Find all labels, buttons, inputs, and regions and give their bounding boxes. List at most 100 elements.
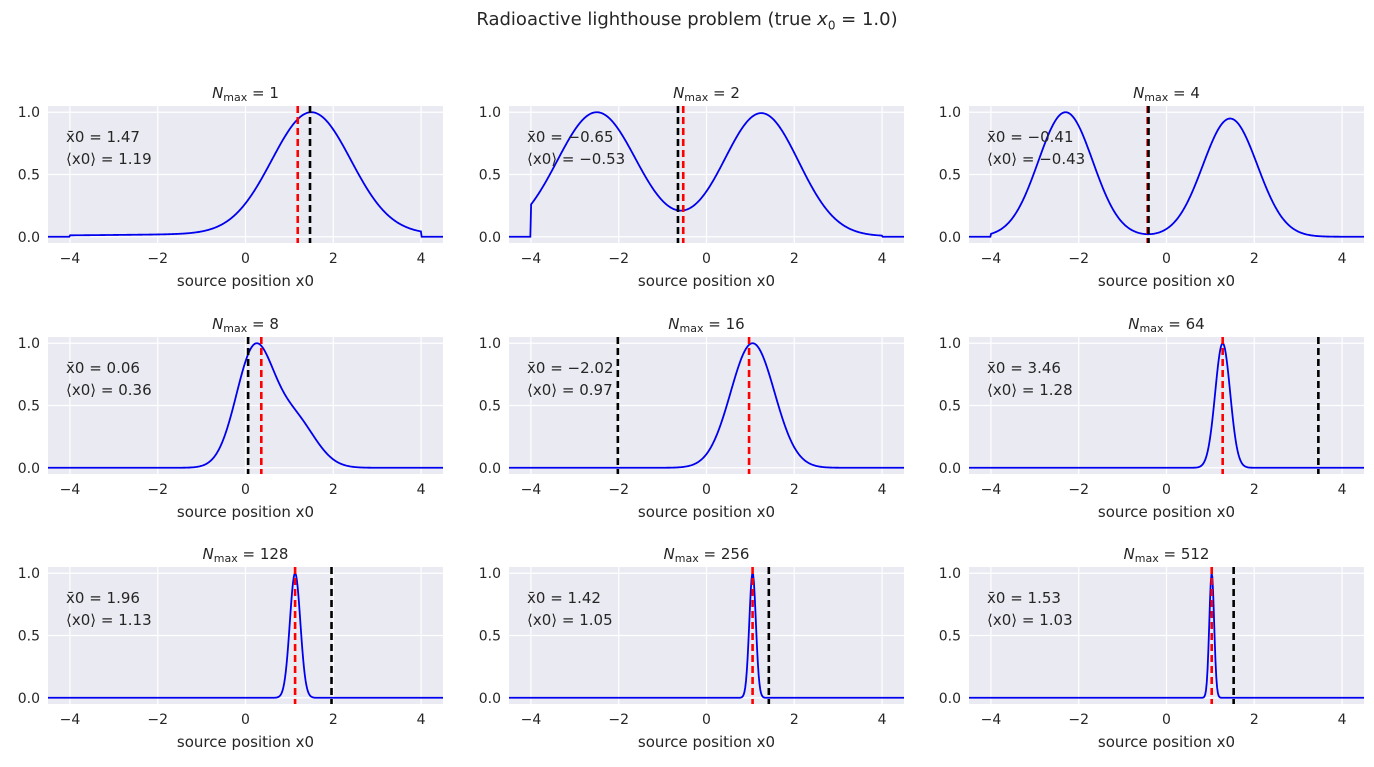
posterior-mean-annotation: ⟨x0⟩ = 1.19 bbox=[66, 150, 152, 168]
x-tick-label: −4 bbox=[981, 712, 1002, 728]
sample-mean-annotation: x̄0 = 3.46 bbox=[987, 359, 1061, 377]
x-tick-label: 4 bbox=[878, 712, 887, 728]
panel-title-var: N bbox=[673, 84, 684, 102]
x-tick-label: 2 bbox=[1250, 712, 1259, 728]
x-tick-label: 4 bbox=[417, 712, 426, 728]
y-tick-label: 0.0 bbox=[18, 691, 40, 707]
x-axis-label: source position x0 bbox=[177, 272, 314, 290]
y-tick-label: 1.0 bbox=[479, 336, 501, 352]
panel-title-eq: = 256 bbox=[699, 545, 750, 563]
panel-title-var: N bbox=[664, 545, 675, 563]
panel-8: −4 −2 0 2 4 0.0 0.5 1.0 x̄0 = 0.06 ⟨x0⟩ = 0.36 Nma… bbox=[18, 315, 443, 521]
x-tick-label: −4 bbox=[521, 482, 542, 498]
y-tick-label: 1.0 bbox=[18, 566, 40, 582]
panel-title-eq: = 1 bbox=[247, 84, 279, 102]
figure-title-text: Radioactive lighthouse problem (true bbox=[476, 9, 818, 30]
x-tick-label: 2 bbox=[790, 712, 799, 728]
panel-title-var: N bbox=[212, 315, 223, 333]
x-tick-label: 4 bbox=[417, 482, 426, 498]
x-tick-label: −4 bbox=[981, 482, 1002, 498]
y-tick-label: 0.0 bbox=[939, 230, 961, 246]
panel-title: Nmax = 64 bbox=[1128, 315, 1204, 335]
panel-title-sub: max bbox=[1144, 91, 1168, 104]
panel-title: Nmax = 128 bbox=[203, 545, 289, 565]
panel-4: −4 −2 0 2 4 0.0 0.5 1.0 x̄0 = −0.41 ⟨x0⟩ = −0.43 N… bbox=[939, 84, 1364, 290]
posterior-curve bbox=[509, 111, 904, 238]
x-axis-label: source position x0 bbox=[1098, 503, 1235, 521]
x-tick-label: −2 bbox=[147, 712, 168, 728]
y-tick-label: 0.5 bbox=[939, 168, 961, 184]
posterior-curve bbox=[969, 573, 1364, 699]
x-tick-label: 0 bbox=[702, 712, 711, 728]
panel-title: Nmax = 16 bbox=[668, 315, 744, 335]
x-axis-label: source position x0 bbox=[177, 733, 314, 751]
y-tick-label: 1.0 bbox=[18, 105, 40, 121]
y-tick-label: 0.0 bbox=[939, 691, 961, 707]
sample-mean-annotation: x̄0 = −0.41 bbox=[987, 128, 1074, 146]
x-tick-label: −2 bbox=[608, 712, 629, 728]
panel-title-sub: max bbox=[675, 552, 699, 565]
panel-16: −4 −2 0 2 4 0.0 0.5 1.0 x̄0 = −2.02 ⟨x0⟩ = 0.97 Nm… bbox=[479, 315, 904, 521]
panel-title-eq: = 8 bbox=[247, 315, 279, 333]
panel-1: −4 −2 0 2 4 0.0 0.5 1.0 x̄0 = 1.47 ⟨x0⟩ = 1.19 Nma… bbox=[18, 84, 443, 290]
x-tick-label: 2 bbox=[1250, 251, 1259, 267]
panel-title-sub: max bbox=[223, 91, 247, 104]
y-tick-label: 0.0 bbox=[479, 230, 501, 246]
panel-title-eq: = 16 bbox=[704, 315, 745, 333]
panel-2: −4 −2 0 2 4 0.0 0.5 1.0 x̄0 = −0.65 ⟨x0⟩ = −0.53 N… bbox=[479, 84, 904, 290]
x-tick-label: 2 bbox=[329, 482, 338, 498]
y-tick-label: 0.5 bbox=[479, 629, 501, 645]
x-tick-label: −4 bbox=[60, 712, 81, 728]
x-tick-label: −4 bbox=[60, 482, 81, 498]
posterior-mean-annotation: ⟨x0⟩ = 0.97 bbox=[527, 381, 613, 399]
posterior-curve bbox=[48, 571, 443, 699]
y-tick-label: 0.5 bbox=[479, 399, 501, 415]
x-tick-label: −4 bbox=[60, 251, 81, 267]
x-axis-label: source position x0 bbox=[638, 503, 775, 521]
x-tick-label: 2 bbox=[790, 251, 799, 267]
y-tick-label: 1.0 bbox=[939, 336, 961, 352]
sample-mean-annotation: x̄0 = 1.53 bbox=[987, 589, 1061, 607]
posterior-curve bbox=[509, 570, 904, 699]
x-tick-label: 0 bbox=[1162, 251, 1171, 267]
x-tick-label: −2 bbox=[147, 482, 168, 498]
figure-title-eq: = 1.0) bbox=[835, 9, 898, 30]
x-tick-label: 4 bbox=[1338, 251, 1347, 267]
y-tick-label: 0.5 bbox=[18, 168, 40, 184]
x-tick-label: −2 bbox=[608, 251, 629, 267]
panel-title-eq: = 128 bbox=[238, 545, 289, 563]
x-tick-label: −4 bbox=[981, 251, 1002, 267]
x-tick-label: 2 bbox=[329, 712, 338, 728]
x-axis-label: source position x0 bbox=[638, 272, 775, 290]
x-tick-label: −4 bbox=[521, 251, 542, 267]
panel-title: Nmax = 4 bbox=[1133, 84, 1200, 104]
panel-title: Nmax = 1 bbox=[212, 84, 279, 104]
posterior-curve bbox=[509, 342, 904, 469]
x-axis-label: source position x0 bbox=[1098, 272, 1235, 290]
x-axis-label: source position x0 bbox=[177, 503, 314, 521]
panel-title: Nmax = 8 bbox=[212, 315, 279, 335]
panel-64: −4 −2 0 2 4 0.0 0.5 1.0 x̄0 = 3.46 ⟨x0⟩ = 1.28 Nma… bbox=[939, 315, 1364, 521]
panel-title-var: N bbox=[212, 84, 223, 102]
x-tick-label: 4 bbox=[878, 482, 887, 498]
figure-title-var: x bbox=[817, 9, 828, 30]
panel-title-eq: = 512 bbox=[1159, 545, 1210, 563]
posterior-curve bbox=[48, 111, 443, 238]
panel-title-var: N bbox=[1133, 84, 1144, 102]
x-tick-label: 4 bbox=[1338, 482, 1347, 498]
y-tick-label: 1.0 bbox=[18, 336, 40, 352]
panel-title-sub: max bbox=[684, 91, 708, 104]
y-tick-label: 0.5 bbox=[939, 399, 961, 415]
sample-mean-annotation: x̄0 = −2.02 bbox=[527, 359, 614, 377]
x-tick-label: 2 bbox=[329, 251, 338, 267]
posterior-mean-annotation: ⟨x0⟩ = −0.43 bbox=[987, 150, 1085, 168]
x-tick-label: −2 bbox=[1068, 712, 1089, 728]
x-tick-label: 0 bbox=[702, 482, 711, 498]
x-axis-label: source position x0 bbox=[1098, 733, 1235, 751]
x-tick-label: −4 bbox=[521, 712, 542, 728]
y-tick-label: 1.0 bbox=[939, 105, 961, 121]
posterior-mean-annotation: ⟨x0⟩ = 1.28 bbox=[987, 381, 1073, 399]
panel-title-sub: max bbox=[1140, 322, 1164, 335]
posterior-mean-annotation: ⟨x0⟩ = 0.36 bbox=[66, 381, 152, 399]
